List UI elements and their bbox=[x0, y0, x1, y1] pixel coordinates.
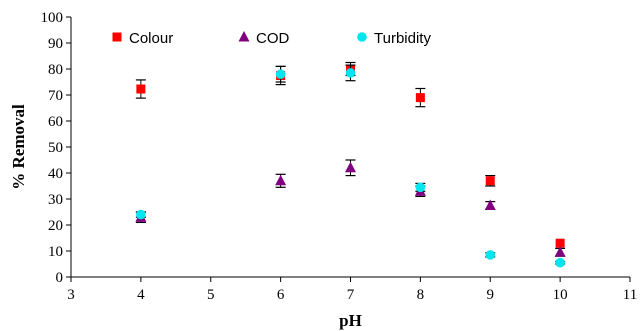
x-tick-label: 9 bbox=[487, 287, 495, 303]
x-ticks: 3 4 5 6 7 8 9 10 11 bbox=[67, 277, 637, 303]
data-point-cod bbox=[345, 161, 356, 173]
data-point-colour bbox=[485, 176, 495, 186]
legend-marker-cod bbox=[238, 31, 250, 42]
y-tick-label: 0 bbox=[56, 270, 64, 286]
data-point-cod bbox=[554, 246, 566, 257]
x-tick-label: 6 bbox=[277, 287, 285, 303]
y-tick-label: 90 bbox=[48, 36, 63, 52]
y-tick-label: 100 bbox=[41, 10, 64, 26]
series-turbidity bbox=[135, 64, 566, 268]
y-tick-label: 60 bbox=[48, 114, 63, 130]
axes bbox=[70, 17, 630, 278]
data-point-colour bbox=[555, 238, 565, 248]
legend-marker-colour bbox=[112, 32, 122, 42]
data-layer bbox=[135, 61, 566, 268]
data-point-turbidity bbox=[555, 257, 565, 268]
x-tick-label: 11 bbox=[623, 287, 637, 303]
data-point-turbidity bbox=[345, 68, 356, 78]
y-tick-label: 80 bbox=[48, 62, 63, 78]
y-tick-label: 10 bbox=[48, 244, 63, 260]
data-point-colour bbox=[136, 84, 146, 94]
data-point-turbidity bbox=[485, 250, 496, 260]
legend: Colour COD Turbidity bbox=[112, 30, 431, 47]
legend-label-cod: COD bbox=[256, 30, 290, 47]
y-axis-title: % Removal bbox=[9, 104, 28, 190]
y-tick-label: 40 bbox=[48, 166, 63, 182]
y-ticks: 0 10 20 30 40 50 60 70 80 90 100 bbox=[41, 10, 71, 286]
data-point-turbidity bbox=[275, 69, 286, 79]
series-cod bbox=[135, 159, 566, 257]
x-tick-label: 4 bbox=[137, 287, 145, 303]
x-tick-label: 3 bbox=[67, 287, 75, 303]
y-tick-label: 30 bbox=[48, 192, 63, 208]
data-point-colour bbox=[415, 93, 425, 103]
data-point-turbidity bbox=[136, 209, 146, 220]
data-point-cod bbox=[484, 199, 496, 210]
data-point-turbidity bbox=[415, 182, 426, 193]
legend-marker-turbidity bbox=[357, 32, 367, 42]
x-tick-label: 10 bbox=[553, 287, 568, 303]
x-tick-label: 5 bbox=[207, 287, 215, 303]
legend-label-colour: Colour bbox=[129, 30, 173, 47]
x-tick-label: 7 bbox=[347, 287, 355, 303]
y-tick-label: 70 bbox=[48, 88, 63, 104]
series-colour bbox=[135, 61, 565, 248]
x-tick-label: 8 bbox=[417, 287, 425, 303]
y-tick-label: 20 bbox=[48, 218, 63, 234]
x-axis-title: pH bbox=[339, 311, 362, 330]
legend-label-turbidity: Turbidity bbox=[374, 30, 431, 47]
y-tick-label: 50 bbox=[48, 140, 63, 156]
data-point-cod bbox=[275, 174, 287, 186]
